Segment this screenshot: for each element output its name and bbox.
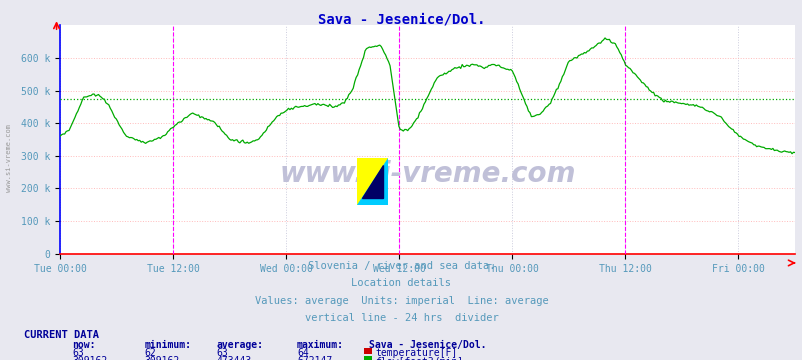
Text: 672147: 672147	[297, 356, 332, 360]
Polygon shape	[362, 165, 383, 198]
Text: www.si-vreme.com: www.si-vreme.com	[279, 160, 575, 188]
Text: Values: average  Units: imperial  Line: average: Values: average Units: imperial Line: av…	[254, 296, 548, 306]
Text: 309162: 309162	[144, 356, 180, 360]
Text: now:: now:	[72, 340, 95, 350]
Text: minimum:: minimum:	[144, 340, 192, 350]
Text: Sava - Jesenice/Dol.: Sava - Jesenice/Dol.	[369, 340, 486, 350]
Text: 473443: 473443	[217, 356, 252, 360]
Text: Slovenia / river and sea data.: Slovenia / river and sea data.	[307, 261, 495, 271]
Text: Location details: Location details	[351, 278, 451, 288]
Text: average:: average:	[217, 340, 264, 350]
Text: maximum:: maximum:	[297, 340, 344, 350]
Text: flow[foot3/min]: flow[foot3/min]	[375, 356, 463, 360]
Text: 63: 63	[217, 348, 229, 359]
Text: Sava - Jesenice/Dol.: Sava - Jesenice/Dol.	[318, 13, 484, 27]
Text: 63: 63	[72, 348, 84, 359]
Polygon shape	[357, 158, 387, 205]
Text: temperature[F]: temperature[F]	[375, 348, 456, 359]
Text: www.si-vreme.com: www.si-vreme.com	[6, 125, 12, 192]
Polygon shape	[357, 158, 387, 205]
Text: vertical line - 24 hrs  divider: vertical line - 24 hrs divider	[304, 313, 498, 323]
Text: 309162: 309162	[72, 356, 107, 360]
Text: CURRENT DATA: CURRENT DATA	[24, 330, 99, 341]
Text: 62: 62	[144, 348, 156, 359]
Text: 64: 64	[297, 348, 309, 359]
